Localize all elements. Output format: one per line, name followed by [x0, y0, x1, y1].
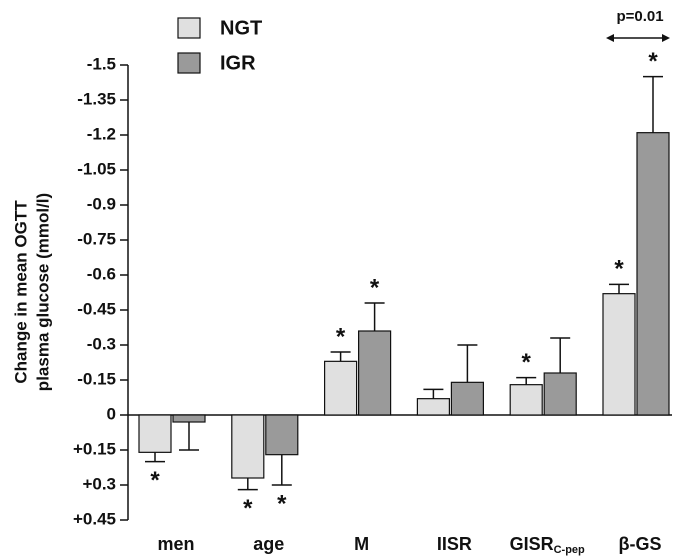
y-axis-label: plasma glucose (mmol/l) [33, 193, 52, 391]
bar [231, 414, 265, 479]
y-tick-label: -1.5 [87, 54, 116, 73]
legend-swatch [177, 52, 201, 74]
y-tick-label: -0.75 [77, 229, 116, 248]
y-tick-label: -0.6 [87, 264, 116, 283]
category-name: GISR [510, 534, 554, 554]
bar [358, 330, 392, 416]
category-name: IISR [437, 534, 472, 554]
y-tick-label: -1.35 [77, 89, 116, 108]
y-tick-label: -0.15 [77, 369, 116, 388]
significance-mark: * [522, 349, 532, 376]
bar [509, 384, 543, 416]
significance-mark: * [150, 467, 160, 494]
x-tick-label: β-GS [619, 534, 662, 554]
category-subscript: C-pep [554, 544, 585, 556]
arrow-head [606, 34, 670, 42]
category-name: men [157, 534, 194, 554]
significance-mark: * [648, 48, 658, 75]
significance-mark: * [370, 274, 380, 301]
bar [138, 414, 172, 453]
significance-mark: * [243, 495, 253, 522]
bar [265, 414, 299, 456]
significance-mark: * [614, 256, 624, 283]
bar [450, 381, 484, 416]
bar [172, 414, 206, 423]
legend-label: NGT [220, 17, 262, 39]
y-axis-label: Change in mean OGTT [11, 200, 30, 384]
y-tick-label: -0.45 [77, 299, 116, 318]
x-tick-label: IISR [437, 534, 472, 554]
x-tick-label: age [253, 534, 284, 554]
bar [324, 360, 358, 416]
x-tick-label: M [354, 534, 369, 554]
y-tick-label: -1.2 [87, 124, 116, 143]
significance-mark: * [336, 323, 346, 350]
y-tick-label: 0 [107, 404, 116, 423]
significance-mark: * [277, 490, 287, 517]
bar [416, 398, 450, 416]
y-tick-label: +0.3 [82, 474, 116, 493]
bar [543, 372, 577, 416]
legend-swatch [177, 17, 201, 39]
bar [602, 293, 636, 416]
bar [636, 132, 670, 416]
y-tick-label: -0.9 [87, 194, 116, 213]
category-name: age [253, 534, 284, 554]
y-tick-label: -1.05 [77, 159, 116, 178]
y-tick-label: +0.15 [73, 439, 116, 458]
y-tick-label: -0.3 [87, 334, 116, 353]
y-tick-label: +0.45 [73, 509, 116, 528]
x-tick-label: GISRC-pep [510, 534, 585, 556]
x-tick-label: men [157, 534, 194, 554]
legend-label: IGR [220, 52, 256, 74]
comparison-label: p=0.01 [616, 8, 663, 25]
category-name: β-GS [619, 534, 662, 554]
category-name: M [354, 534, 369, 554]
